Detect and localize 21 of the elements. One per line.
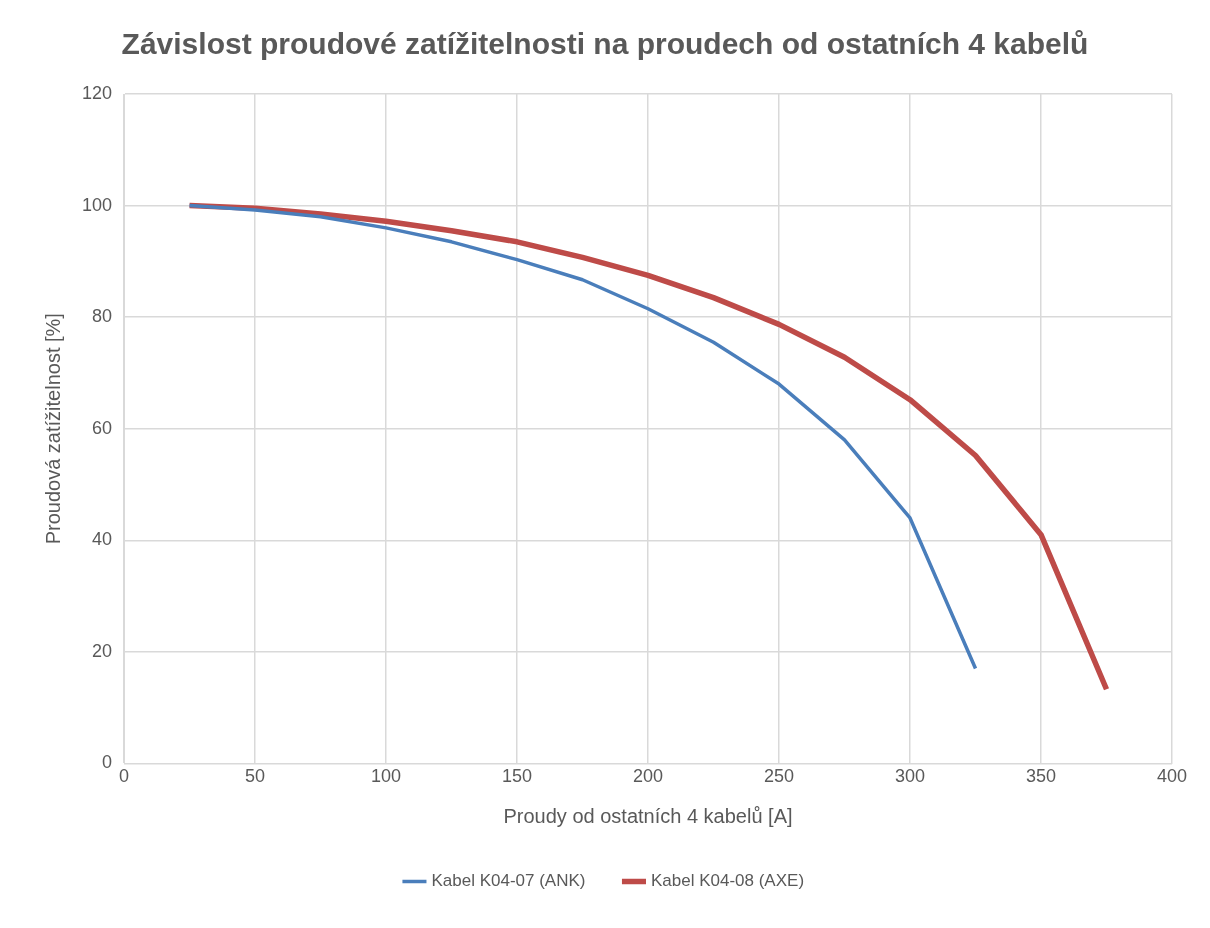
x-tick-label: 200	[632, 766, 664, 787]
x-tick-label: 400	[1156, 766, 1188, 787]
y-tick-label: 60	[92, 417, 113, 438]
x-tick-label: 100	[371, 766, 402, 787]
x-axis-title: Proudy od ostatních 4 kabelů [A]	[503, 804, 793, 827]
x-tick-label: 150	[502, 766, 533, 787]
y-tick-label: 120	[81, 82, 113, 103]
x-tick-label: 50	[245, 766, 266, 787]
x-tick-label: 0	[119, 766, 130, 787]
legend-label: Kabel K04-08 (AXE)	[650, 871, 805, 891]
y-tick-label: 80	[92, 306, 113, 327]
x-tick-label: 250	[763, 766, 795, 787]
x-tick-label: 300	[894, 766, 926, 787]
y-axis-title: Proudová zatížitelnost [%]	[41, 313, 64, 545]
chart-title: Závislost proudové zatížitelnosti na proudech od ostatních 4 kabelů	[121, 27, 1089, 61]
y-tick-label: 0	[102, 752, 113, 773]
legend-label: Kabel K04-07 (ANK)	[431, 871, 586, 891]
y-tick-label: 20	[92, 640, 113, 661]
x-tick-label: 350	[1025, 766, 1057, 787]
y-tick-label: 100	[81, 194, 113, 215]
y-tick-label: 40	[92, 529, 113, 550]
